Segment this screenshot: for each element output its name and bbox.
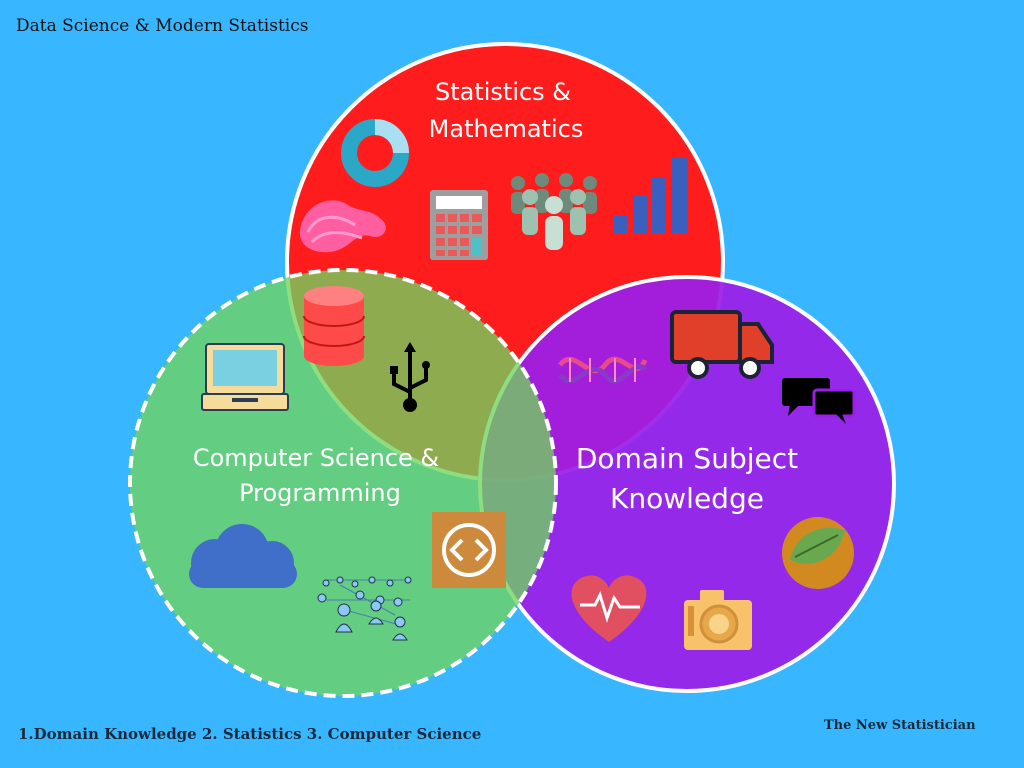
database-icon (303, 286, 365, 366)
usb-icon (390, 342, 430, 412)
footer-order-note: 1.Domain Knowledge 2. Statistics 3. Comp… (18, 725, 482, 743)
computer-science-label-line2: Programming (239, 479, 401, 507)
domain-label-line2: Knowledge (610, 482, 764, 515)
dna-icon (558, 356, 648, 384)
people-group-icon (511, 173, 597, 250)
leaf-icon (782, 517, 854, 589)
domain-label-line1: Domain Subject (576, 442, 798, 475)
truck-icon (670, 310, 774, 379)
cloud-icon (189, 524, 297, 588)
page-title: Data Science & Modern Statistics (16, 16, 309, 36)
heart-pulse-icon (571, 575, 647, 642)
footer-brand: The New Statistician (824, 718, 976, 733)
code-icon (432, 512, 506, 588)
donut-chart-icon (341, 119, 409, 187)
chat-bubbles-icon (782, 378, 856, 424)
abstract-wave-icon (299, 200, 386, 253)
statistics-label-line1: Statistics & (435, 78, 571, 106)
calculator-icon (430, 190, 488, 260)
computer-science-label-line1: Computer Science & (193, 444, 439, 472)
statistics-label-line2: Mathematics (429, 115, 584, 143)
laptop-icon (201, 343, 289, 411)
bar-chart-icon (614, 158, 687, 233)
camera-icon (684, 590, 752, 650)
network-people-icon (317, 576, 412, 641)
